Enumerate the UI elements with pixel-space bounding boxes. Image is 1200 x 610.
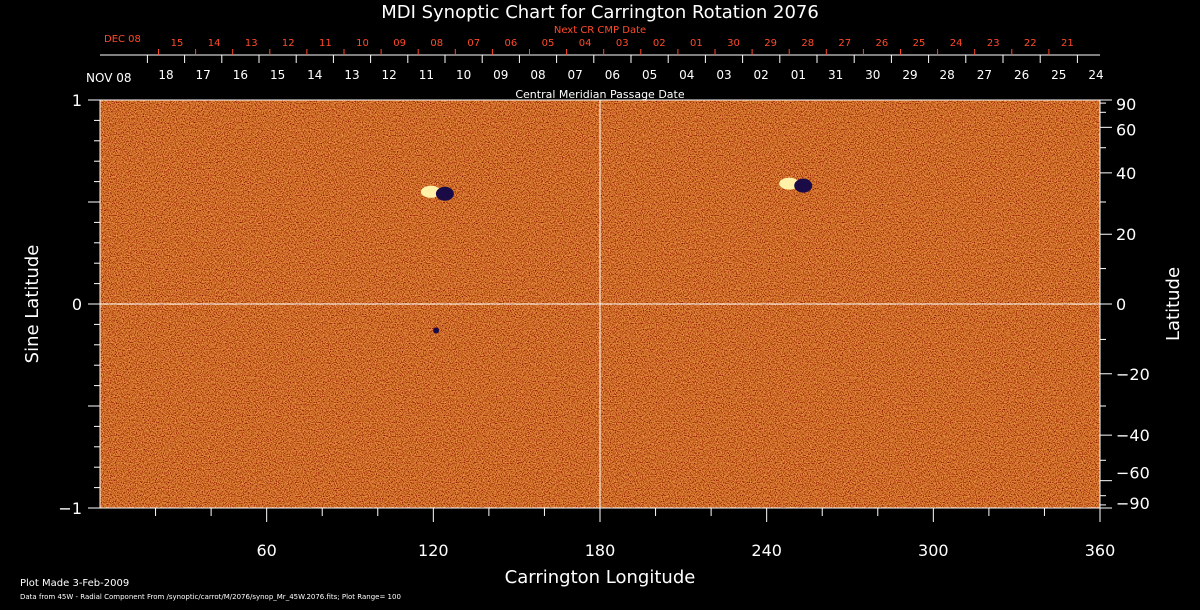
next-cr-date-label: 26 bbox=[876, 38, 889, 49]
next-cr-date-label: 13 bbox=[245, 38, 258, 49]
cmp-axis-label: Central Meridian Passage Date bbox=[515, 88, 684, 101]
data-source-text: Data from 45W - Radial Component From /s… bbox=[20, 593, 401, 601]
cmp-date-label: 11 bbox=[419, 68, 434, 82]
y-tick-label-left: 1 bbox=[72, 91, 82, 110]
cmp-date-label: 16 bbox=[233, 68, 248, 82]
x-tick-label: 120 bbox=[418, 541, 449, 560]
next-cr-date-label: 25 bbox=[913, 38, 926, 49]
active-region-positive bbox=[420, 185, 441, 198]
cmp-date-label: 08 bbox=[530, 68, 545, 82]
next-cr-date-label: 04 bbox=[579, 38, 592, 49]
y-axis-label-left: Sine Latitude bbox=[22, 245, 43, 364]
active-regions bbox=[420, 177, 813, 334]
cmp-date-label: 13 bbox=[344, 68, 359, 82]
next-cr-date-label: 28 bbox=[801, 38, 814, 49]
y-tick-label-right: −40 bbox=[1116, 426, 1150, 445]
next-cr-date-label: 30 bbox=[727, 38, 740, 49]
cmp-date-label: 06 bbox=[605, 68, 620, 82]
next-cr-start-label: DEC 08 bbox=[104, 34, 141, 45]
cmp-date-label: 10 bbox=[456, 68, 471, 82]
y-tick-label-left: 0 bbox=[72, 295, 82, 314]
y-tick-label-right: 40 bbox=[1116, 164, 1136, 183]
active-region-negative bbox=[794, 178, 813, 193]
cmp-date-label: 24 bbox=[1088, 68, 1103, 82]
x-tick-label: 360 bbox=[1085, 541, 1116, 560]
cmp-date-label: 12 bbox=[382, 68, 397, 82]
cmp-date-label: 14 bbox=[307, 68, 322, 82]
next-cr-date-label: 22 bbox=[1024, 38, 1037, 49]
next-cr-date-label: 29 bbox=[764, 38, 777, 49]
x-tick-label: 240 bbox=[751, 541, 782, 560]
x-tick-label: 180 bbox=[585, 541, 616, 560]
y-tick-label-right: 60 bbox=[1116, 120, 1136, 139]
cmp-date-label: 28 bbox=[940, 68, 955, 82]
y-tick-label-left: −1 bbox=[58, 499, 82, 518]
cmp-date-label: 31 bbox=[828, 68, 843, 82]
y-axis-right: 90 60 40 20 0 −20 −40 −60 −90 bbox=[1100, 95, 1150, 513]
next-cr-date-label: 07 bbox=[467, 38, 480, 49]
cmp-date-label: 18 bbox=[158, 68, 173, 82]
y-axis-label-right: Latitude bbox=[1163, 267, 1184, 341]
y-tick-label-right: −60 bbox=[1116, 464, 1150, 483]
x-axis: 60 120 180 240 300 360 bbox=[155, 508, 1116, 560]
grid-lines bbox=[100, 100, 1100, 508]
next-cr-date-label: 15 bbox=[171, 38, 184, 49]
next-cr-date-label: 08 bbox=[430, 38, 443, 49]
y-tick-label-right: 90 bbox=[1116, 95, 1136, 114]
active-region-positive bbox=[779, 177, 800, 190]
chart-title: MDI Synoptic Chart for Carrington Rotati… bbox=[381, 2, 819, 23]
next-cr-date-label: 05 bbox=[542, 38, 555, 49]
next-cr-date-label: 23 bbox=[987, 38, 1000, 49]
cmp-date-label: 03 bbox=[716, 68, 731, 82]
y-tick-label-right: −90 bbox=[1116, 494, 1150, 513]
cmp-date-label: 27 bbox=[977, 68, 992, 82]
next-cr-date-label: 21 bbox=[1061, 38, 1074, 49]
cmp-axis: 18 17 16 15 14 13 12 11 10 09 08 07 06 05 04 03 02 01 31 30… bbox=[100, 38, 1104, 82]
cmp-date-label: 07 bbox=[568, 68, 583, 82]
next-cr-date-label: 12 bbox=[282, 38, 295, 49]
cmp-date-label: 02 bbox=[754, 68, 769, 82]
next-cr-date-label: 02 bbox=[653, 38, 666, 49]
cmp-date-label: 04 bbox=[679, 68, 694, 82]
cmp-date-label: 01 bbox=[791, 68, 806, 82]
cmp-date-label: 15 bbox=[270, 68, 285, 82]
next-cr-date-label: 03 bbox=[616, 38, 629, 49]
y-tick-label-right: −20 bbox=[1116, 365, 1150, 384]
cmp-date-label: 25 bbox=[1051, 68, 1066, 82]
x-tick-label: 60 bbox=[256, 541, 276, 560]
next-cr-date-label: 11 bbox=[319, 38, 332, 49]
next-cr-date-label: 06 bbox=[505, 38, 518, 49]
y-tick-label-right: 0 bbox=[1116, 295, 1126, 314]
next-cr-date-label: 27 bbox=[838, 38, 851, 49]
cmp-date-label: 09 bbox=[493, 68, 508, 82]
cmp-date-label: 05 bbox=[642, 68, 657, 82]
cmp-date-label: 26 bbox=[1014, 68, 1029, 82]
next-cr-date-label: 01 bbox=[690, 38, 703, 49]
y-axis-left: 1 0 −1 bbox=[58, 91, 100, 518]
y-tick-label-right: 20 bbox=[1116, 225, 1136, 244]
cmp-start-label: NOV 08 bbox=[86, 71, 132, 85]
next-cr-date-label: 09 bbox=[393, 38, 406, 49]
cmp-date-label: 30 bbox=[865, 68, 880, 82]
next-cr-date-label: 14 bbox=[208, 38, 221, 49]
active-region-negative bbox=[433, 327, 440, 334]
next-cr-date-label: 10 bbox=[356, 38, 369, 49]
next-cr-date-label: 24 bbox=[950, 38, 963, 49]
active-region-negative bbox=[435, 186, 454, 201]
x-tick-label: 300 bbox=[918, 541, 949, 560]
cmp-date-label: 29 bbox=[902, 68, 917, 82]
cmp-date-label: 17 bbox=[196, 68, 211, 82]
plot-made-text: Plot Made 3-Feb-2009 bbox=[20, 578, 130, 589]
next-cr-axis-label: Next CR CMP Date bbox=[554, 25, 646, 36]
x-axis-label: Carrington Longitude bbox=[505, 567, 696, 588]
